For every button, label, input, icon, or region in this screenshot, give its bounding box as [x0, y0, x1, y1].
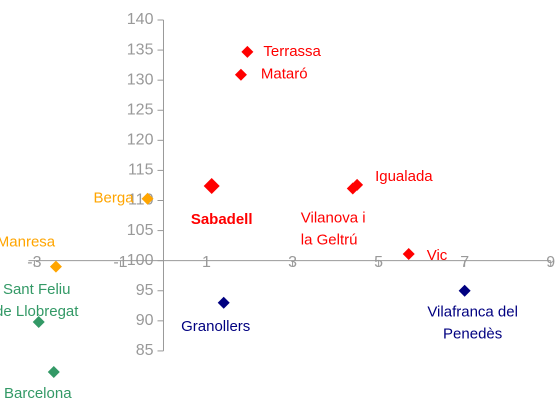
point: [458, 284, 471, 297]
point: [49, 260, 62, 273]
point: [241, 45, 254, 58]
y-tick-label: 120: [127, 132, 154, 149]
point-label: Igualada: [375, 168, 433, 185]
point: [32, 316, 45, 329]
point: [402, 248, 415, 261]
x-tick-label: 3: [288, 254, 297, 271]
y-tick-label: 100: [127, 252, 154, 269]
y-tick-label: 135: [127, 41, 154, 58]
x-tick-label: 5: [374, 254, 383, 271]
y-tick-label: 130: [127, 71, 154, 88]
y-tick-label: 90: [136, 312, 154, 329]
point-label: Granollers: [181, 318, 250, 335]
point-label: Mataró: [261, 66, 308, 83]
point-label: Berga: [94, 190, 135, 207]
point-label: Barcelona: [4, 385, 72, 402]
x-tick-label: 1: [202, 254, 211, 271]
point-label: Vilanova i: [301, 209, 366, 226]
point: [217, 296, 230, 309]
y-tick-label: 105: [127, 222, 154, 239]
x-tick-label: 9: [546, 254, 555, 271]
point: [234, 68, 247, 81]
point-label: Manresa: [0, 234, 56, 251]
y-tick-label: 115: [128, 162, 154, 179]
point-label: Penedès: [443, 326, 502, 343]
point-label: la Geltrú: [301, 231, 358, 248]
x-tick-label: -1: [113, 254, 127, 271]
point-label: Terrassa: [263, 43, 321, 60]
y-tick-label: 125: [127, 101, 154, 118]
point-label: Sant Feliu: [3, 281, 71, 298]
x-tick-label: 7: [460, 254, 469, 271]
point-label: de Llobregat: [0, 303, 79, 320]
point: [47, 365, 60, 378]
point: [203, 178, 220, 195]
y-tick-label: 95: [136, 282, 154, 299]
y-tick-label: 140: [127, 11, 154, 28]
point-label: Sabadell: [191, 211, 253, 228]
point-label: Vilafranca del: [427, 304, 518, 321]
point-label: Vic: [427, 247, 448, 264]
point: [141, 192, 154, 205]
point: [346, 182, 359, 195]
y-tick-label: 85: [136, 342, 154, 359]
x-tick-label: -3: [27, 254, 41, 271]
